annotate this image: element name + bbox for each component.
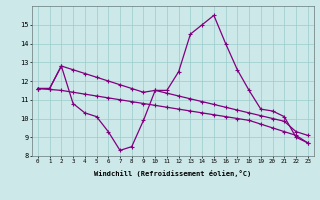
X-axis label: Windchill (Refroidissement éolien,°C): Windchill (Refroidissement éolien,°C) [94,170,252,177]
